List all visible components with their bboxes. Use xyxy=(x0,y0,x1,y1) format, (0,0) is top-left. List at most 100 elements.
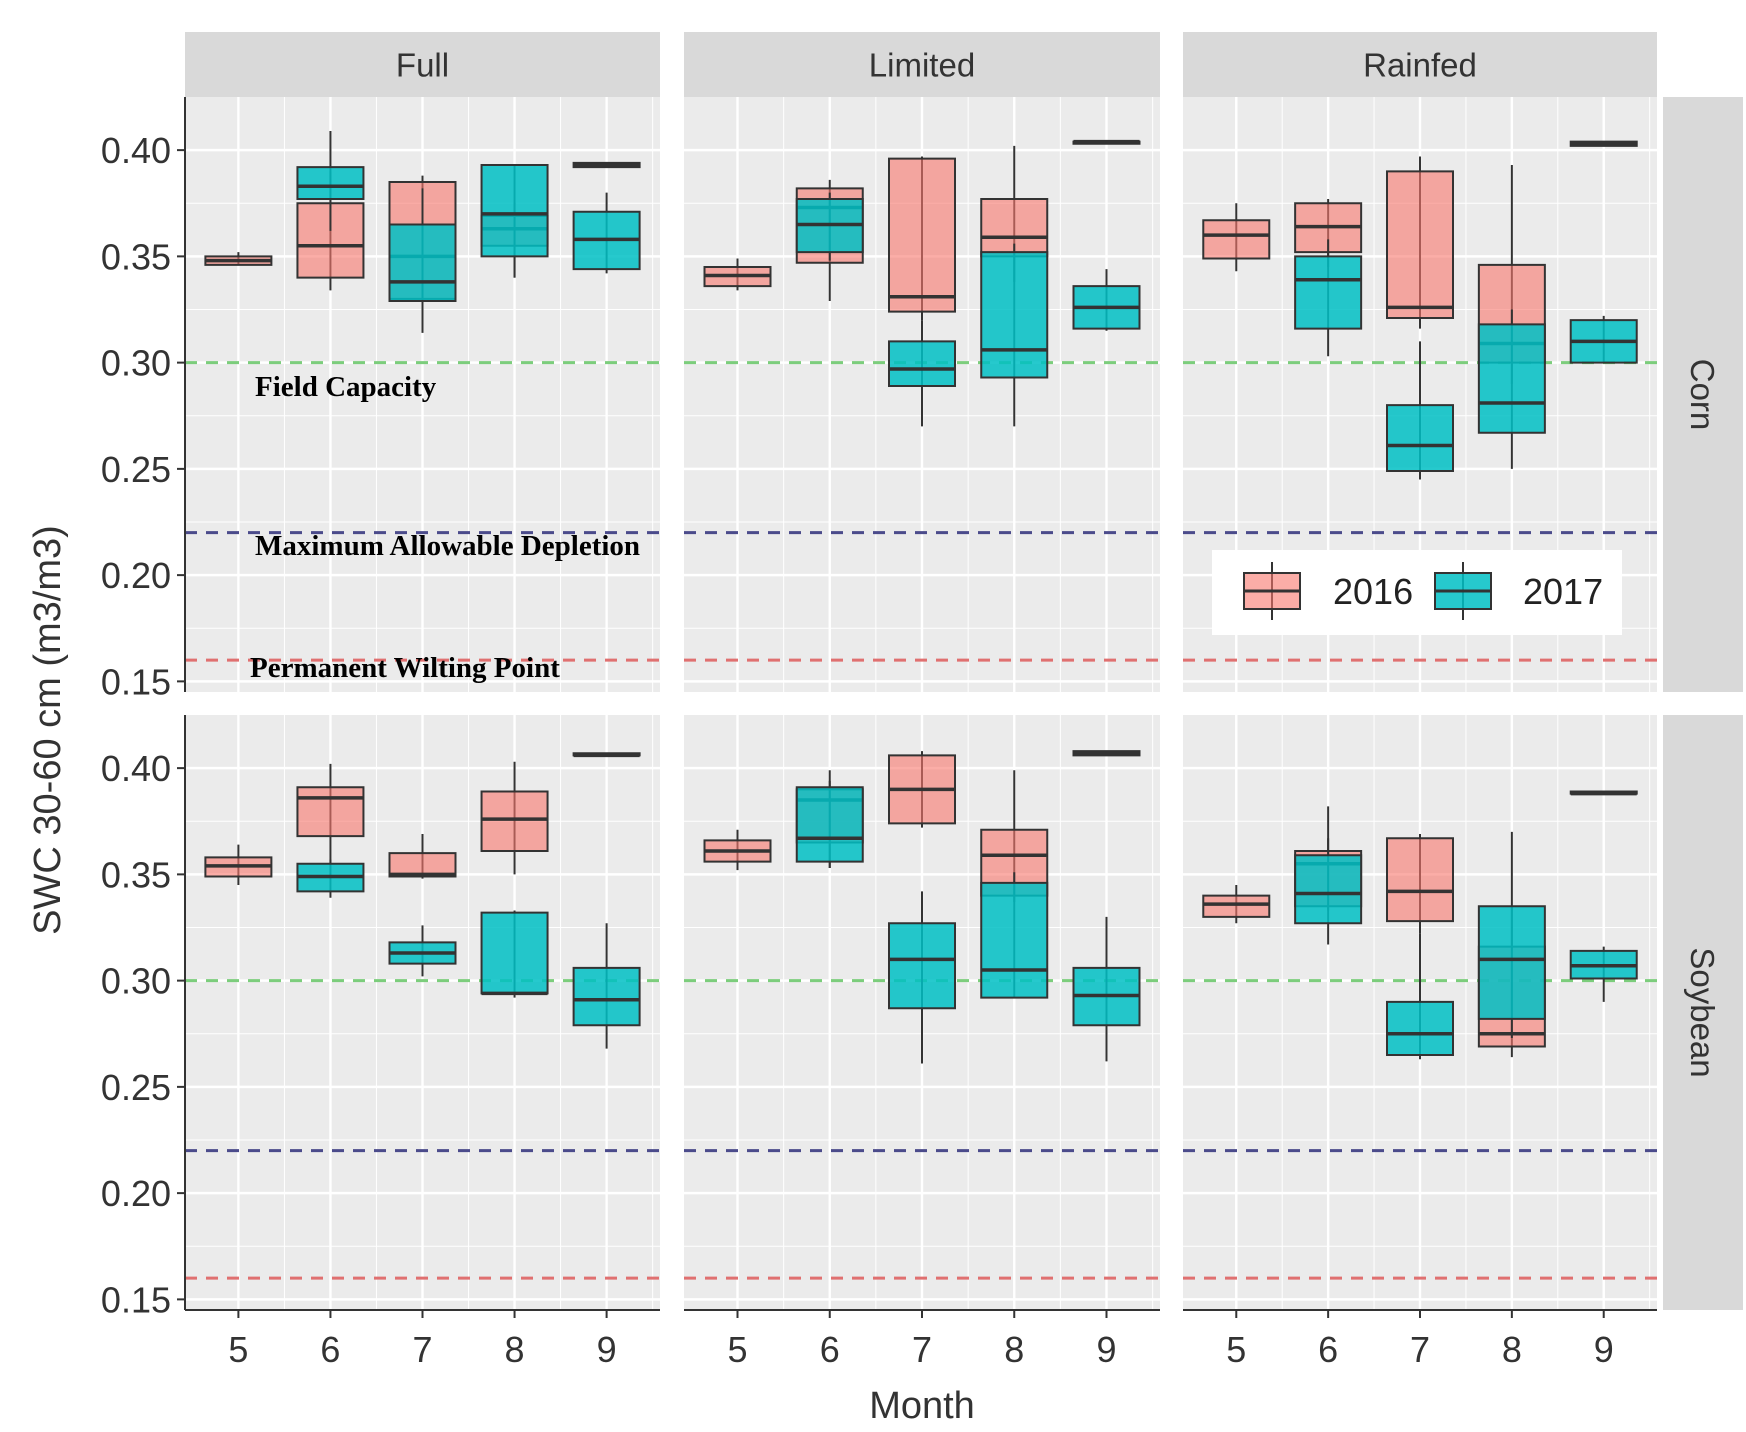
box-2016-month-7 xyxy=(1386,156,1454,329)
strip-corn xyxy=(1663,97,1743,692)
panel-corn-limited xyxy=(703,139,1141,427)
x-tick-label: 7 xyxy=(412,1329,432,1370)
panels-layer xyxy=(185,97,1657,1310)
legend: 2016 2017 xyxy=(1212,550,1622,635)
box-2017-month-8 xyxy=(980,872,1049,999)
box-body xyxy=(296,166,365,200)
axes-layer: Month SWC 30-60 cm (m3/m3) 0.15 0.20 0.25 0… xyxy=(27,97,1657,1427)
x-tick-label: 9 xyxy=(1096,1329,1116,1370)
strip-label-limited: Limited xyxy=(869,47,975,84)
panel-corn-full xyxy=(204,131,641,333)
box-body xyxy=(980,251,1049,379)
x-tick-label: 8 xyxy=(1502,1329,1522,1370)
x-tick-label: 9 xyxy=(1594,1329,1614,1370)
box-2017-month-7 xyxy=(888,891,956,1064)
box-body xyxy=(1294,255,1363,330)
box-2017-month-9 xyxy=(1072,269,1141,331)
strip-full xyxy=(185,32,660,97)
y-tick-label: 0.35 xyxy=(101,236,171,277)
box-2016-month-5 xyxy=(204,844,273,885)
y-tick-label: 0.15 xyxy=(101,1279,171,1320)
box-2017-month-6 xyxy=(1294,806,1363,945)
x-tick-label: 5 xyxy=(1226,1329,1246,1370)
y-tick-label: 0.40 xyxy=(101,130,171,171)
box-2017-month-8 xyxy=(980,243,1049,427)
box-2016-month-5 xyxy=(703,258,772,291)
strip-label-corn: Corn xyxy=(1684,359,1721,431)
panel-soybean-full xyxy=(204,752,641,1049)
box-2016-month-5 xyxy=(1202,885,1271,924)
x-axis-title: Month xyxy=(869,1385,975,1427)
box-2017-month-8 xyxy=(1477,309,1546,469)
strip-label-rainfed: Rainfed xyxy=(1363,47,1477,84)
box-2016-month-5 xyxy=(204,252,273,266)
y-tick-label: 0.40 xyxy=(101,748,171,789)
box-body xyxy=(1477,905,1546,1020)
strip-limited xyxy=(684,32,1160,97)
box-2017-month-6 xyxy=(795,780,864,868)
box-body xyxy=(1386,1000,1454,1056)
x-tick-label: 6 xyxy=(320,1329,340,1370)
box-body xyxy=(1202,219,1271,260)
x-tick-label: 9 xyxy=(597,1329,617,1370)
legend-label-2016: 2016 xyxy=(1333,571,1413,612)
box-body xyxy=(572,966,641,1027)
box-2017-month-8 xyxy=(480,164,549,278)
x-tick-label: 8 xyxy=(505,1329,525,1370)
x-tick-label: 5 xyxy=(727,1329,747,1370)
box-body xyxy=(1477,323,1546,434)
box-2017-month-9 xyxy=(572,923,641,1049)
panel-soybean-rainfed xyxy=(1202,790,1638,1060)
box-2017-month-6 xyxy=(296,131,365,231)
box-body xyxy=(296,786,365,838)
box-2017-month-6 xyxy=(795,192,864,261)
box-body xyxy=(1386,404,1454,472)
box-body xyxy=(888,340,956,387)
box-2016-month-7 xyxy=(888,751,956,828)
box-2017-month-9 xyxy=(1569,315,1638,364)
annotations-layer: Field Capacity Maximum Allowable Depleti… xyxy=(250,371,640,684)
box-2016-month-9 xyxy=(1569,140,1638,147)
panel-corn-rainfed xyxy=(1202,140,1638,480)
y-tick-label: 0.20 xyxy=(101,1173,171,1214)
box-body xyxy=(980,881,1049,999)
max-allowable-depletion-label: Maximum Allowable Depletion xyxy=(255,530,640,562)
permanent-wilting-point-label: Permanent Wilting Point xyxy=(250,652,560,684)
box-2017-month-9 xyxy=(1072,916,1141,1062)
y-tick-label: 0.30 xyxy=(101,961,171,1002)
box-2016-month-6 xyxy=(296,763,365,871)
strip-rainfed xyxy=(1183,32,1657,97)
box-2017-month-8 xyxy=(480,910,549,998)
box-body xyxy=(388,852,457,878)
x-tick-label: 5 xyxy=(228,1329,248,1370)
y-tick-label: 0.25 xyxy=(101,1067,171,1108)
box-body xyxy=(888,157,956,313)
legend-label-2017: 2017 xyxy=(1523,571,1603,612)
box-2016-month-8 xyxy=(480,761,549,875)
strips-layer: Full Limited Rainfed Corn Soybean xyxy=(185,32,1743,1310)
box-2016-month-7 xyxy=(1386,834,1454,934)
box-2017-month-7 xyxy=(388,188,457,333)
box-body xyxy=(480,790,549,852)
box-2017-month-7 xyxy=(1386,933,1454,1060)
box-body xyxy=(480,911,549,995)
box-2017-month-7 xyxy=(388,925,457,977)
box-2017-month-7 xyxy=(1386,341,1454,480)
x-tick-label: 8 xyxy=(1004,1329,1024,1370)
y-tick-label: 0.30 xyxy=(101,343,171,384)
strip-soybean xyxy=(1663,715,1743,1310)
box-2017-month-9 xyxy=(572,192,641,274)
x-tick-label: 6 xyxy=(1318,1329,1338,1370)
box-body xyxy=(1202,894,1271,918)
x-tick-label: 6 xyxy=(820,1329,840,1370)
box-body xyxy=(1386,170,1454,319)
box-body xyxy=(795,786,864,863)
x-tick-label: 7 xyxy=(1410,1329,1430,1370)
box-body xyxy=(1386,837,1454,923)
box-2017-month-7 xyxy=(888,320,956,427)
x-tick-label: 7 xyxy=(912,1329,932,1370)
box-2017-month-6 xyxy=(1294,239,1363,357)
strip-label-full: Full xyxy=(396,47,449,84)
box-body xyxy=(1294,854,1363,925)
